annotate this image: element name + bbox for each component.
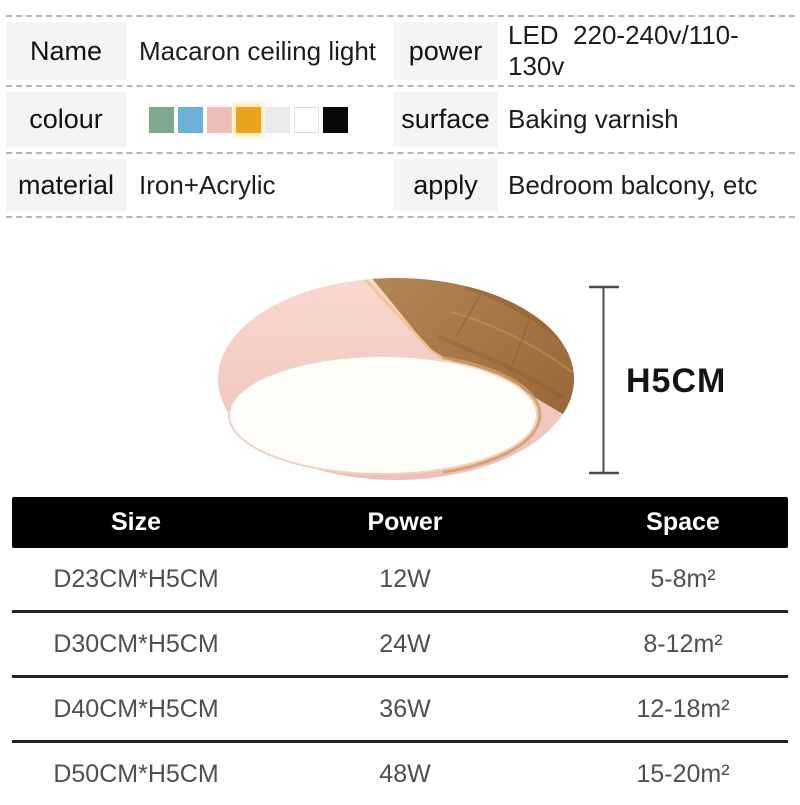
cell-space: 5-8m² xyxy=(650,564,716,593)
cell-size: D30CM*H5CM xyxy=(53,629,219,658)
cell-space: 8-12m² xyxy=(643,629,723,658)
column-header-space: Space xyxy=(646,508,720,536)
colour-swatch xyxy=(294,106,319,133)
cell-size: D40CM*H5CM xyxy=(53,694,219,723)
spec-value-power: LED 220-240v/110-130v xyxy=(508,20,739,81)
column-header-power: Power xyxy=(367,508,443,536)
spec-label-material: material xyxy=(6,159,126,211)
table-row: D40CM*H5CM 36W 12-18m² xyxy=(12,678,788,743)
cell-space: 12-18m² xyxy=(636,694,730,723)
spec-value-name: Macaron ceiling light xyxy=(139,35,377,66)
colour-swatch xyxy=(236,106,261,133)
height-dimension-label: H5CM xyxy=(626,362,727,400)
height-dimension-line xyxy=(589,285,619,475)
size-power-space-table: Size Power Space D23CM*H5CM 12W 5-8m² D3… xyxy=(12,497,788,805)
lamp-lens xyxy=(228,355,538,475)
colour-swatch xyxy=(323,106,348,133)
size-table-header: Size Power Space xyxy=(12,497,788,548)
colour-swatch xyxy=(149,106,174,133)
cell-power: 12W xyxy=(379,564,431,593)
spec-label-apply: apply xyxy=(393,159,498,211)
spec-value-material: Iron+Acrylic xyxy=(139,169,276,200)
spec-value-colour xyxy=(126,45,393,195)
cell-size: D23CM*H5CM xyxy=(53,564,219,593)
cell-power: 24W xyxy=(379,629,431,658)
colour-swatch xyxy=(178,106,203,133)
cell-power: 36W xyxy=(379,694,431,723)
spec-value-apply: Bedroom balcony, etc xyxy=(508,169,758,200)
table-row: D30CM*H5CM 24W 8-12m² xyxy=(12,613,788,678)
spec-row-material-apply: material Iron+Acrylic apply Bedroom balc… xyxy=(6,152,795,218)
ceiling-light-image xyxy=(218,278,574,480)
spec-label-colour: colour xyxy=(6,92,126,147)
column-header-size: Size xyxy=(110,508,162,536)
spec-label-surface: surface xyxy=(393,92,498,147)
spec-row-colour-surface: colour surface Baking varnish xyxy=(6,85,795,152)
colour-swatch xyxy=(207,106,232,133)
spec-label-name: Name xyxy=(6,22,126,80)
spec-row-name-power: Name Macaron ceiling light power LED 220… xyxy=(6,15,795,85)
spec-value-surface: Baking varnish xyxy=(508,104,679,134)
cell-power: 48W xyxy=(379,759,431,788)
cell-space: 15-20m² xyxy=(636,759,730,788)
product-spec-table: Name Macaron ceiling light power LED 220… xyxy=(6,15,795,218)
table-row: D50CM*H5CM 48W 15-20m² xyxy=(12,743,788,805)
cell-size: D50CM*H5CM xyxy=(53,759,219,788)
colour-swatch xyxy=(265,106,290,133)
spec-label-power: power xyxy=(393,22,498,80)
colour-swatches xyxy=(149,106,393,133)
lamp-gold-rim xyxy=(224,351,542,479)
table-row: D23CM*H5CM 12W 5-8m² xyxy=(12,548,788,613)
